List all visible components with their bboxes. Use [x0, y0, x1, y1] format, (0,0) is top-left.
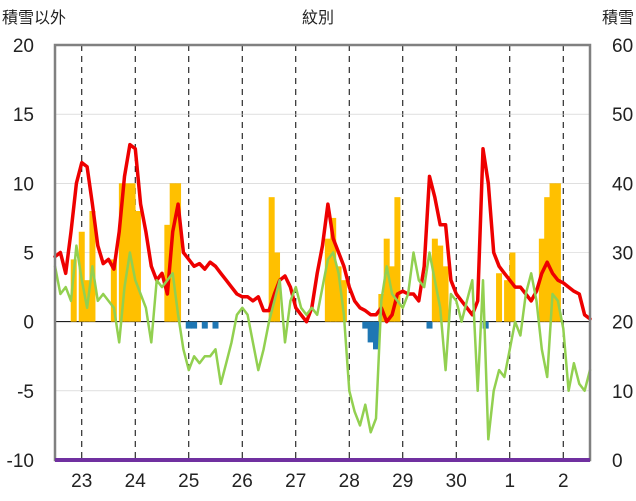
blue-bar — [373, 321, 379, 350]
x-tick-label: 26 — [232, 471, 253, 492]
orange-bar — [509, 252, 516, 322]
orange-bar — [383, 238, 390, 322]
orange-bar — [544, 197, 551, 322]
blue-bar — [367, 321, 374, 343]
orange-bar — [549, 183, 556, 322]
left-tick-label: -5 — [17, 382, 34, 403]
orange-bar — [437, 245, 444, 322]
series-lines — [53, 142, 592, 441]
x-tick-label: 2 — [558, 471, 569, 492]
orange-bar — [330, 217, 337, 322]
blue-bar — [426, 321, 433, 329]
orange-bar — [134, 211, 141, 322]
right-tick-label: 30 — [612, 244, 633, 265]
blue-bar — [201, 321, 208, 329]
right-tick-label: 0 — [612, 451, 623, 472]
orange-bar — [442, 266, 449, 322]
x-tick-label: 28 — [339, 471, 360, 492]
right-tick-label: 40 — [612, 174, 633, 195]
orange-bar — [394, 197, 401, 322]
orange-bar — [118, 183, 125, 322]
bars — [70, 183, 561, 350]
left-tick-label: 10 — [13, 174, 34, 195]
blue-bar — [362, 321, 369, 329]
orange-bar — [268, 197, 275, 322]
orange-bar — [554, 183, 561, 322]
orange-bar — [340, 280, 347, 322]
orange-bar — [110, 259, 117, 322]
orange-bar — [169, 183, 176, 322]
chart-title: 紋別 — [302, 8, 334, 27]
orange-bar — [124, 183, 131, 322]
orange-bar — [496, 273, 503, 322]
right-tick-labels: 60 50 40 30 20 10 0 — [612, 36, 633, 472]
x-tick-label: 30 — [446, 471, 467, 492]
orange-bar — [129, 183, 136, 322]
x-tick-labels: 23 24 25 26 27 28 29 30 1 2 — [71, 471, 568, 492]
left-tick-label: -10 — [7, 451, 34, 472]
orange-bar — [164, 224, 171, 322]
blue-bar — [185, 321, 192, 329]
orange-bar — [538, 238, 545, 322]
blue-bar — [191, 321, 198, 329]
right-tick-label: 10 — [612, 382, 633, 403]
x-tick-label: 24 — [125, 471, 147, 492]
left-tick-label: 5 — [23, 244, 34, 265]
right-tick-label: 20 — [612, 313, 633, 334]
blue-bar — [212, 321, 219, 329]
x-tick-label: 23 — [71, 471, 92, 492]
orange-bar — [175, 183, 182, 322]
orange-bar — [335, 266, 342, 322]
left-tick-label: 20 — [13, 36, 34, 57]
x-tick-label: 27 — [285, 471, 306, 492]
left-tick-label: 0 — [23, 313, 34, 334]
orange-bar — [504, 280, 511, 322]
right-axis-label: 積雪 — [602, 8, 634, 27]
x-tick-label: 1 — [504, 471, 515, 492]
x-tick-label: 25 — [178, 471, 199, 492]
red-series-line — [53, 142, 592, 324]
left-tick-labels: 20 15 10 5 0 -5 -10 — [7, 36, 34, 472]
plot-frame — [53, 43, 592, 462]
orange-bar — [70, 259, 77, 322]
right-tick-label: 60 — [612, 36, 633, 57]
right-tick-label: 50 — [612, 105, 633, 126]
x-tick-label: 29 — [392, 471, 413, 492]
orange-bar — [324, 238, 331, 322]
left-tick-label: 15 — [13, 105, 34, 126]
left-axis-label: 積雪以外 — [2, 8, 66, 27]
green-series-line — [53, 244, 592, 441]
